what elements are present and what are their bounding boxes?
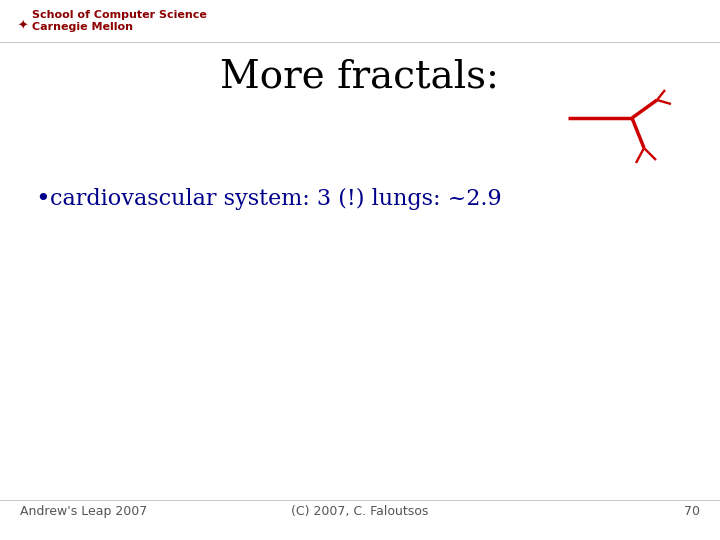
Text: cardiovascular system: 3 (!) lungs: ~2.9: cardiovascular system: 3 (!) lungs: ~2.9	[50, 188, 502, 210]
Text: School of Computer Science: School of Computer Science	[32, 10, 207, 20]
Text: Andrew's Leap 2007: Andrew's Leap 2007	[20, 505, 148, 518]
Text: Carnegie Mellon: Carnegie Mellon	[32, 22, 133, 32]
Text: •: •	[35, 188, 50, 211]
Text: 70: 70	[684, 505, 700, 518]
Text: ✦: ✦	[18, 20, 29, 33]
Text: More fractals:: More fractals:	[220, 58, 500, 95]
Text: (C) 2007, C. Faloutsos: (C) 2007, C. Faloutsos	[292, 505, 428, 518]
